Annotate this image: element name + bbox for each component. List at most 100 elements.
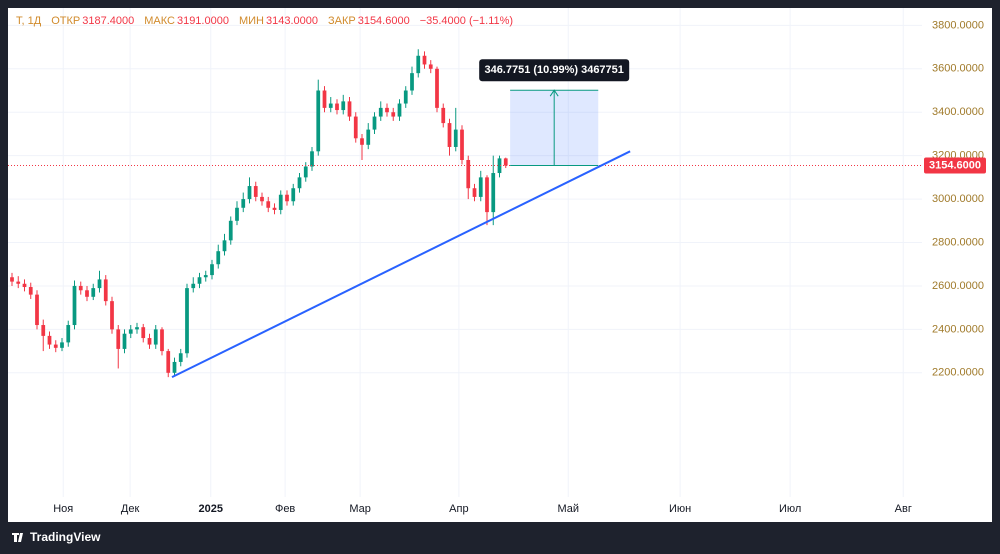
candle-body [328, 103, 333, 108]
candle-body [166, 351, 171, 373]
candle-body [147, 338, 152, 345]
candle-body [247, 186, 252, 200]
header-field-label: ОТКР [51, 15, 80, 27]
candle-body [353, 116, 358, 139]
candle-body [97, 279, 102, 289]
candle-body [185, 288, 189, 354]
y-tick-label: 3800.0000 [932, 19, 984, 31]
candle-body [453, 129, 458, 147]
candle-body [378, 107, 383, 117]
candle-body [491, 173, 496, 213]
measure-label-box [479, 59, 630, 82]
candle-body [335, 103, 339, 111]
candle-body [497, 158, 502, 174]
candle-body [197, 277, 202, 284]
x-tick-label: 2025 [199, 503, 223, 515]
candle-body [441, 107, 446, 124]
candle-body [228, 220, 233, 241]
y-tick-label: 2400.0000 [932, 323, 984, 335]
candle-body [260, 196, 264, 202]
candle-body [422, 55, 427, 65]
candle-body [416, 55, 421, 74]
candle-body [341, 101, 346, 111]
x-tick-label: Фев [275, 503, 295, 515]
candle-body [85, 290, 89, 297]
candle-body [235, 207, 239, 221]
header-field-value: 3191.0000 [177, 15, 229, 27]
x-tick-label: Дек [121, 503, 140, 515]
candle-body [366, 129, 371, 145]
candle-body [110, 301, 114, 330]
candle-body [153, 329, 158, 345]
symbol: T, 1Д [16, 15, 42, 27]
header-field-label: МИН [239, 15, 264, 27]
header-field-value: −35.4000 (−1.11%) [420, 15, 513, 27]
y-tick-label: 2200.0000 [932, 367, 984, 379]
y-tick-label: 2600.0000 [932, 280, 984, 292]
candle-body [172, 361, 177, 373]
candle-body [191, 283, 196, 289]
candle-body [272, 207, 277, 210]
candle-body [178, 353, 183, 362]
candle-body [278, 194, 283, 210]
candle-body [372, 116, 377, 130]
y-tick-label: 3000.0000 [932, 193, 984, 205]
brand-name: TradingView [30, 530, 101, 544]
candle-body [303, 166, 308, 178]
candle-body [60, 342, 64, 348]
candle-body [310, 151, 314, 167]
candle-body [297, 177, 302, 189]
candle-body [403, 90, 408, 104]
last-price-box [924, 157, 986, 174]
candle-body [22, 283, 27, 288]
candle-body [91, 288, 96, 297]
candle-body [478, 177, 483, 197]
candle-body [216, 251, 221, 265]
candle-body [253, 186, 258, 197]
candle-body [241, 199, 246, 208]
brand-logo [12, 533, 23, 542]
x-tick-label: Апр [449, 503, 468, 515]
candle-body [291, 188, 296, 202]
x-tick-label: Июл [779, 503, 801, 515]
candle-body [428, 64, 433, 69]
candle-body [410, 73, 414, 91]
x-tick-label: Май [557, 503, 579, 515]
candle-body [391, 112, 396, 117]
x-tick-label: Авг [895, 503, 912, 515]
candle-body [347, 101, 352, 117]
header-field-label: МАКС [144, 15, 175, 27]
x-tick-label: Ноя [53, 503, 73, 515]
candle-body [466, 159, 471, 189]
x-tick-label: Мар [349, 503, 371, 515]
trendline [171, 150, 631, 379]
candle-body [322, 90, 327, 108]
candle-body [116, 329, 121, 349]
candle-body [447, 123, 452, 147]
candle-body [35, 294, 39, 326]
candle-body [160, 329, 164, 352]
candle-body [460, 129, 464, 160]
candle-body [472, 188, 477, 197]
candle-body [503, 158, 508, 166]
candle-body [316, 90, 321, 152]
candle-body [10, 277, 14, 282]
candle-body [66, 325, 71, 343]
candle-body [135, 327, 139, 330]
candle-body [28, 287, 33, 295]
candle-body [53, 344, 58, 348]
header-field-label: ЗАКР [328, 15, 356, 27]
chart-pane [8, 8, 992, 522]
candle-body [141, 327, 146, 339]
candle-body [203, 275, 208, 278]
candle-body [222, 240, 227, 252]
candle-body [122, 333, 127, 349]
header-field-value: 3154.6000 [358, 15, 410, 27]
measure-label: 346.7751 (10.99%) 3467751 [484, 64, 623, 76]
measure-arrowhead [549, 89, 559, 97]
y-tick-label: 3600.0000 [932, 63, 984, 75]
y-tick-label: 3400.0000 [932, 106, 984, 118]
candle-body [435, 68, 439, 108]
